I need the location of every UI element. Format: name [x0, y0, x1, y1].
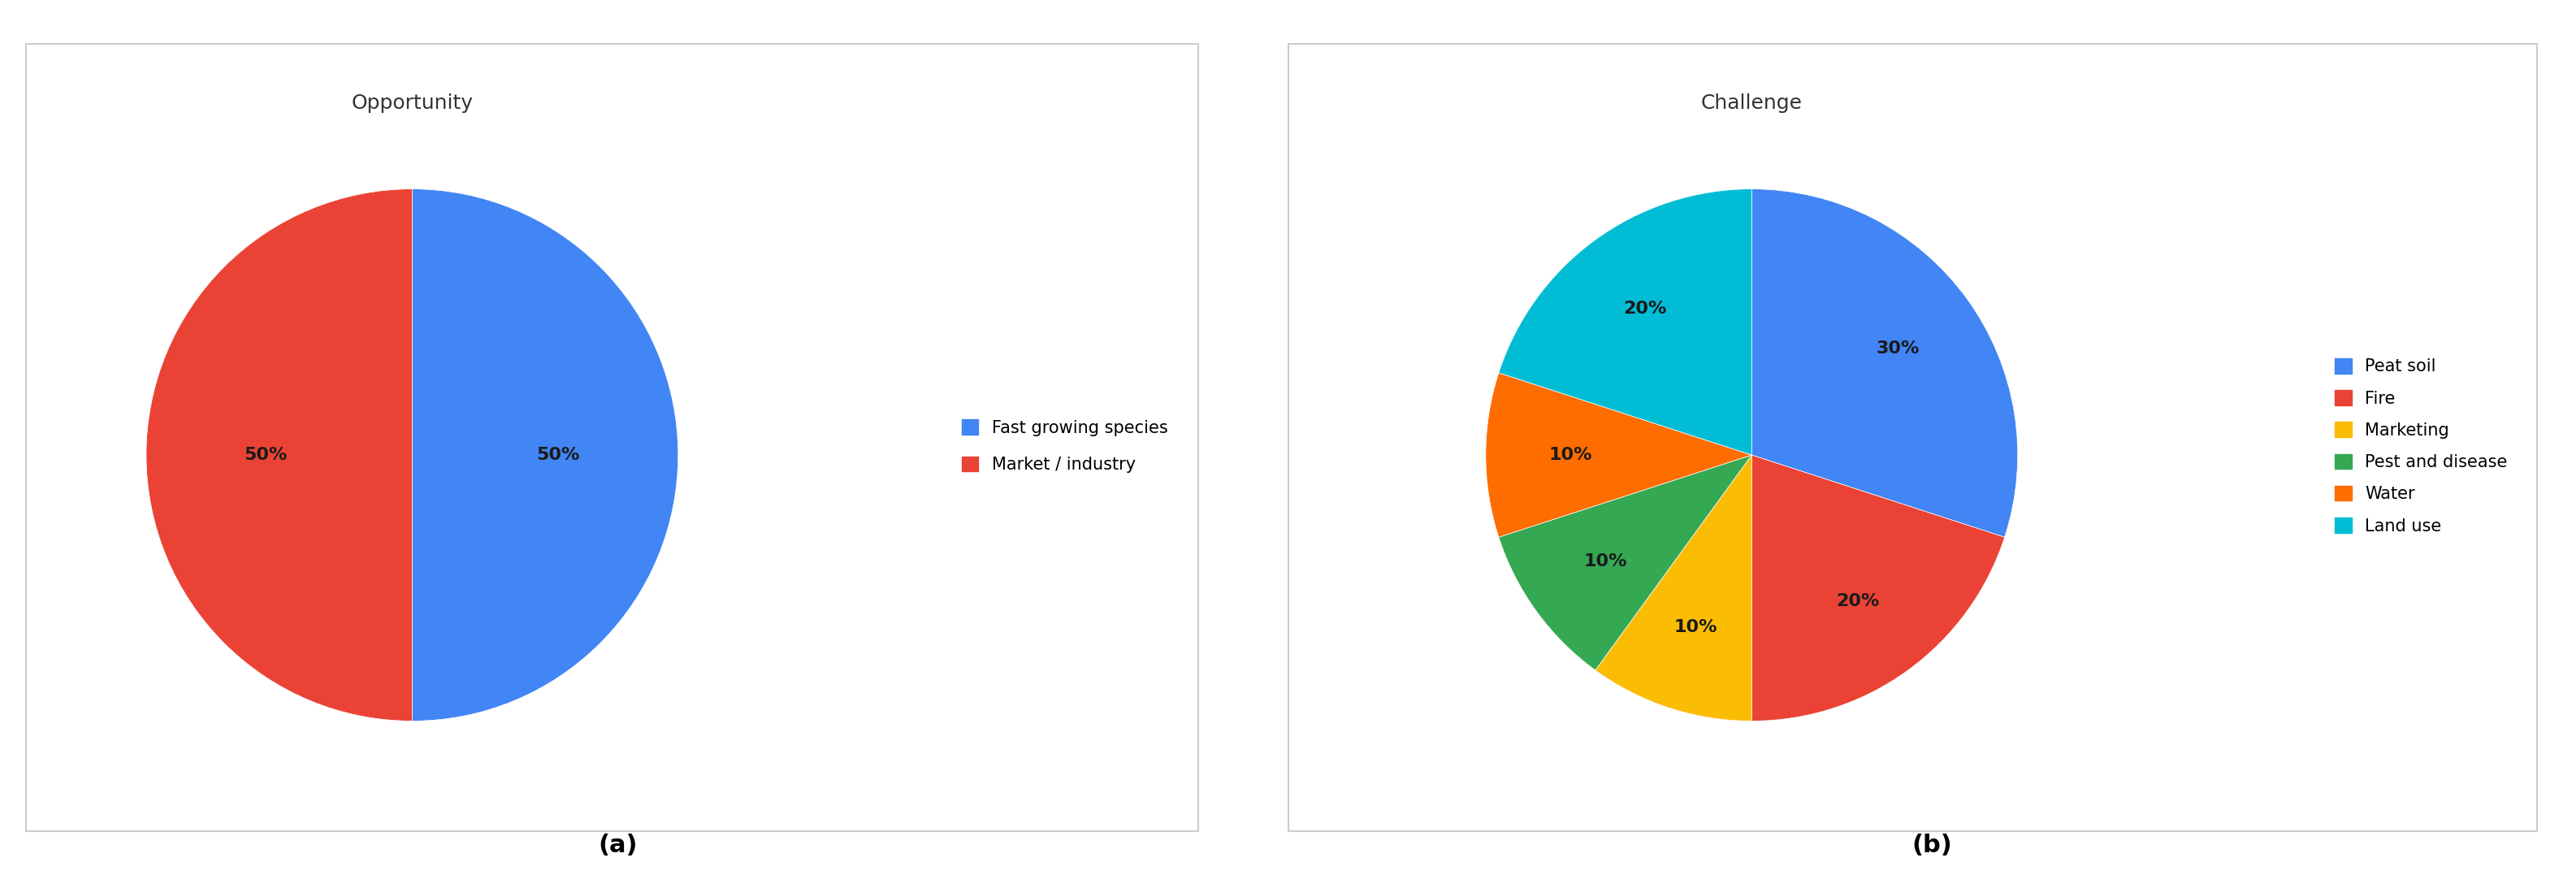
- Text: 30%: 30%: [1875, 340, 1919, 357]
- Text: 10%: 10%: [1674, 619, 1718, 635]
- Text: 10%: 10%: [1584, 553, 1628, 570]
- Text: (b): (b): [1911, 834, 1953, 857]
- Wedge shape: [1499, 189, 1752, 455]
- Wedge shape: [1752, 189, 2017, 537]
- Text: 10%: 10%: [1548, 447, 1592, 463]
- Text: 20%: 20%: [1837, 593, 1880, 610]
- Wedge shape: [1595, 455, 1752, 721]
- Legend: Fast growing species, Market / industry: Fast growing species, Market / industry: [953, 411, 1177, 481]
- Wedge shape: [1486, 373, 1752, 537]
- Title: Challenge: Challenge: [1700, 94, 1803, 113]
- Text: 50%: 50%: [245, 447, 289, 463]
- Text: 20%: 20%: [1623, 300, 1667, 317]
- Legend: Peat soil, Fire, Marketing, Pest and disease, Water, Land use: Peat soil, Fire, Marketing, Pest and dis…: [2326, 350, 2517, 542]
- Wedge shape: [1499, 455, 1752, 670]
- Text: (a): (a): [598, 834, 639, 857]
- Title: Opportunity: Opportunity: [350, 94, 474, 113]
- Text: 50%: 50%: [536, 447, 580, 463]
- Wedge shape: [412, 189, 677, 721]
- Wedge shape: [147, 189, 412, 721]
- Wedge shape: [1752, 455, 2004, 721]
